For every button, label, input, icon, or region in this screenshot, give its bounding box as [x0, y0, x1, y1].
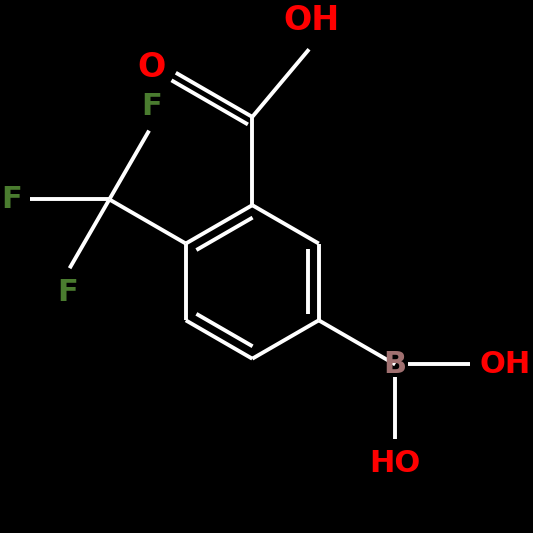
Text: F: F — [57, 278, 77, 307]
Text: F: F — [141, 92, 162, 120]
Text: OH: OH — [284, 4, 340, 37]
Text: HO: HO — [369, 449, 421, 478]
Text: F: F — [2, 185, 22, 214]
Text: O: O — [138, 51, 166, 84]
Text: B: B — [384, 350, 407, 379]
Text: OH: OH — [480, 350, 531, 379]
